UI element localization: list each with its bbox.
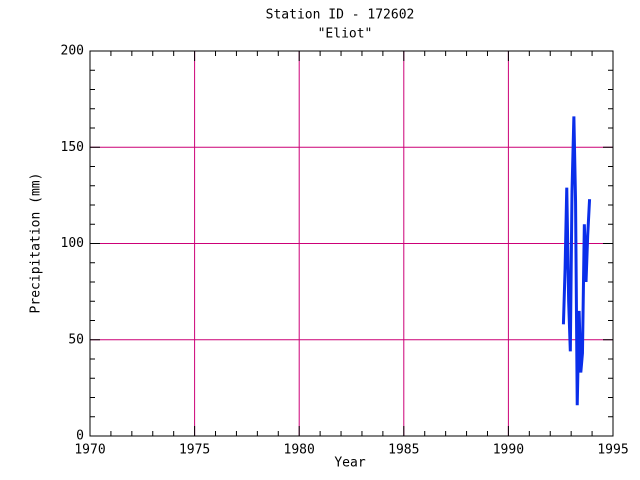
y-tick-label: 50 [68, 332, 84, 347]
x-tick-label: 1985 [388, 443, 419, 458]
x-tick-label: 1970 [74, 443, 105, 458]
y-tick-label: 150 [61, 140, 84, 155]
y-axis-label: Precipitation (mm) [29, 173, 44, 314]
x-tick-label: 1980 [284, 443, 315, 458]
y-tick-label: 100 [61, 236, 84, 251]
chart-subtitle: "Eliot" [318, 27, 373, 42]
chart-title: Station ID - 172602 [266, 8, 415, 23]
y-tick-label: 0 [76, 429, 84, 444]
x-tick-label: 1975 [179, 443, 210, 458]
x-tick-label: 1990 [493, 443, 524, 458]
data-line [561, 116, 592, 406]
x-tick-label: 1995 [597, 443, 628, 458]
x-axis-label: Year [334, 456, 365, 471]
y-tick-label: 200 [61, 44, 84, 59]
